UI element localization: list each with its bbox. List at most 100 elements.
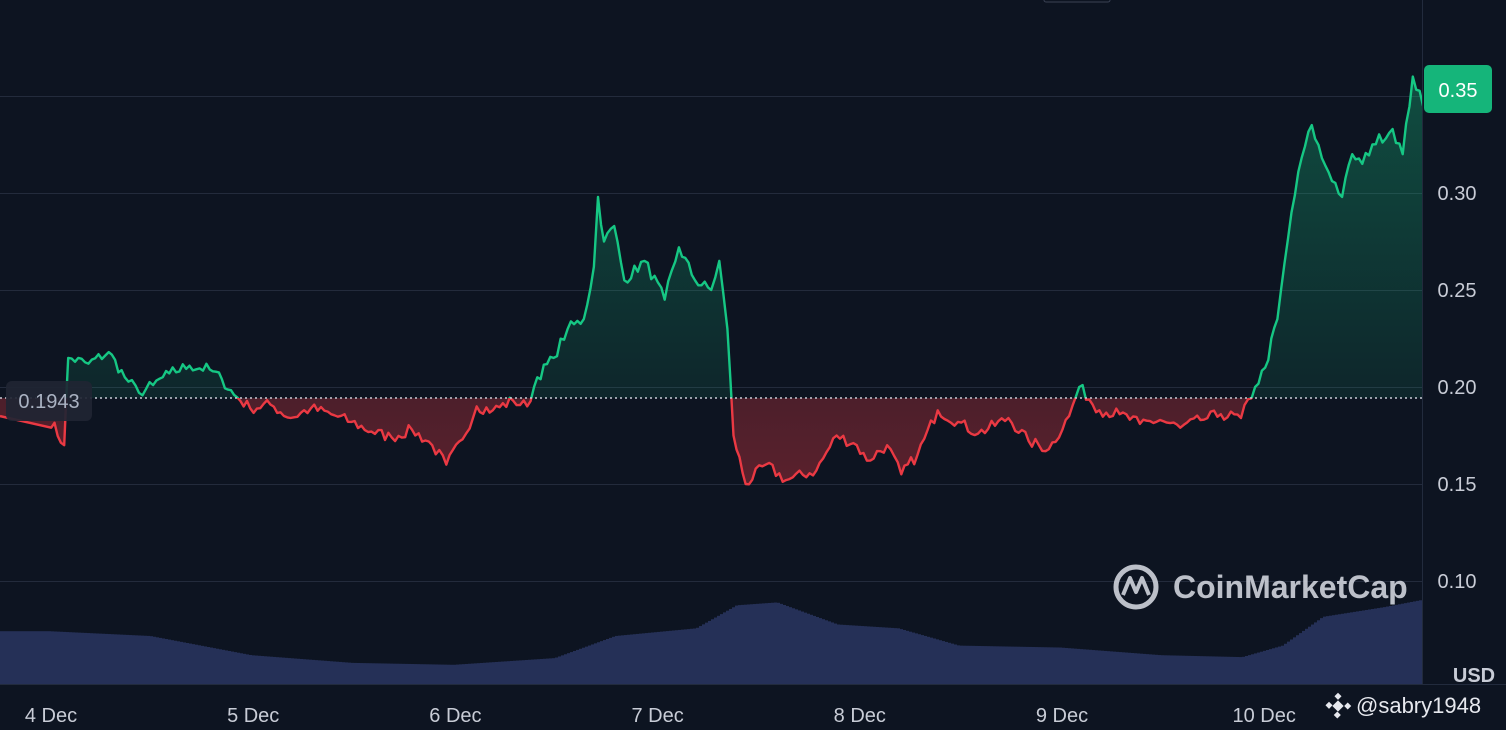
volume-bar <box>882 627 885 684</box>
volume-bar <box>1041 647 1044 684</box>
volume-bar <box>414 664 417 684</box>
price-area-up <box>0 76 1422 399</box>
volume-bar <box>249 654 252 684</box>
volume-bar <box>471 663 474 684</box>
y-tick-label: 0.10 <box>1438 571 1477 593</box>
volume-bar <box>594 643 597 684</box>
volume-bar <box>864 626 867 684</box>
baseline-tag: 0.1943 <box>6 381 92 421</box>
volume-bar <box>1266 649 1269 684</box>
volume-bar <box>642 633 645 684</box>
volume-bar <box>102 633 105 684</box>
volume-bar <box>1170 655 1173 684</box>
volume-bar <box>489 662 492 684</box>
volume-bar <box>885 627 888 684</box>
volume-bar <box>312 659 315 684</box>
volume-bar <box>552 658 555 684</box>
volume-bar <box>942 641 945 684</box>
volume-bar <box>990 646 993 684</box>
volume-bar <box>0 631 3 684</box>
volume-bar <box>567 653 570 684</box>
volume-bar <box>645 633 648 684</box>
volume-bar <box>408 663 411 684</box>
volume-bar <box>1026 646 1029 684</box>
volume-bar <box>501 661 504 684</box>
volume-bar <box>219 649 222 684</box>
x-tick-label: 4 Dec <box>25 705 77 727</box>
volume-bar <box>354 662 357 684</box>
volume-bar <box>738 605 741 684</box>
volume-bar <box>342 662 345 684</box>
volume-bar <box>756 603 759 684</box>
volume-bar <box>1122 652 1125 684</box>
volume-bar <box>51 631 54 684</box>
top-handle[interactable] <box>1043 0 1111 3</box>
volume-bar <box>1368 609 1371 684</box>
volume-bar <box>852 625 855 684</box>
last-price-tag: 0.35 <box>1424 65 1492 113</box>
volume-bar <box>1062 647 1065 684</box>
volume-bar <box>1098 650 1101 684</box>
volume-bar <box>1167 655 1170 684</box>
volume-bar <box>90 633 93 684</box>
volume-bar <box>492 662 495 684</box>
volume-bar <box>903 629 906 684</box>
volume-bar <box>1293 637 1296 684</box>
volume-bar <box>1212 656 1215 684</box>
volume-bar <box>972 645 975 684</box>
volume-bar <box>1374 608 1377 684</box>
volume-bar <box>1065 647 1068 684</box>
volume-bar <box>723 612 726 684</box>
volume-bar <box>1311 624 1314 684</box>
volume-bar <box>684 629 687 684</box>
volume-bar <box>798 610 801 684</box>
volume-bar <box>1407 602 1410 684</box>
volume-bar <box>1029 646 1032 684</box>
volume-bar <box>399 663 402 684</box>
volume-bar <box>1320 618 1323 684</box>
volume-bar <box>633 634 636 684</box>
volume-bar <box>264 656 267 684</box>
volume-bar <box>543 658 546 684</box>
volume-bar <box>831 622 834 684</box>
volume-bar <box>522 660 525 684</box>
volume-bar <box>1341 613 1344 684</box>
volume-bar <box>726 610 729 684</box>
x-axis: 4 Dec 5 Dec 6 Dec 7 Dec 8 Dec 9 Dec 10 Dec <box>25 705 1296 727</box>
volume-bar <box>939 640 942 684</box>
volume-bar <box>405 663 408 684</box>
volume-bar <box>540 658 543 684</box>
volume-bar <box>1272 648 1275 684</box>
coinmarketcap-watermark: CoinMarketCap <box>1113 564 1408 610</box>
volume-bar <box>456 664 459 684</box>
currency-label: USD <box>1453 665 1495 687</box>
volume-bar <box>993 646 996 684</box>
volume-bar <box>1386 606 1389 684</box>
volume-bar <box>975 645 978 684</box>
volume-bar <box>387 663 390 684</box>
volume-bar <box>375 663 378 684</box>
volume-bar <box>759 603 762 684</box>
volume-bar <box>159 637 162 684</box>
volume-bar <box>1416 600 1419 684</box>
volume-bar <box>573 650 576 684</box>
volume-bar <box>288 658 291 684</box>
volume-bar <box>1227 656 1230 684</box>
volume-bar <box>57 631 60 684</box>
volume-bar <box>672 630 675 684</box>
volume-bar <box>1275 647 1278 684</box>
volume-bar <box>243 653 246 684</box>
price-fill <box>0 76 1422 485</box>
volume-bar <box>660 631 663 684</box>
volume-bar <box>60 631 63 684</box>
volume-bar <box>576 649 579 684</box>
volume-bar <box>879 627 882 684</box>
volume-bar <box>348 662 351 684</box>
volume-bar <box>474 663 477 684</box>
volume-bar <box>933 638 936 684</box>
volume-bar <box>24 631 27 684</box>
volume-bar <box>1110 651 1113 684</box>
volume-bar <box>423 664 426 684</box>
volume-bar <box>636 633 639 684</box>
